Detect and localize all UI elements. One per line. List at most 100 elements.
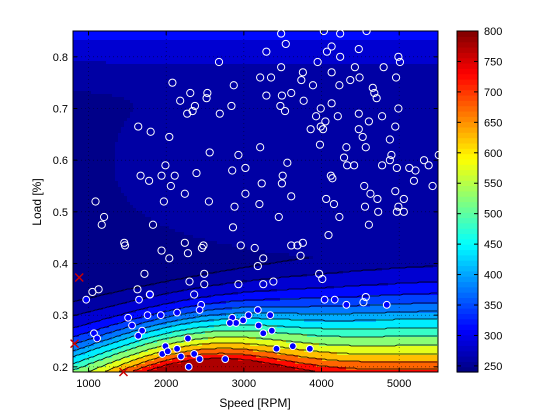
- contour-cell: [91, 160, 95, 164]
- contour-cell: [178, 76, 182, 80]
- contour-cell: [118, 190, 122, 194]
- contour-cell: [163, 157, 167, 161]
- contour-cell: [181, 193, 185, 197]
- contour-cell: [193, 205, 197, 209]
- contour-cell: [106, 37, 110, 41]
- contour-cell: [82, 313, 86, 317]
- contour-cell: [106, 64, 110, 68]
- contour-cell: [187, 142, 191, 146]
- contour-cell: [169, 307, 173, 311]
- contour-cell: [112, 163, 116, 167]
- contour-cell: [136, 199, 140, 203]
- contour-cell: [160, 223, 164, 227]
- contour-cell: [115, 34, 119, 38]
- contour-cell: [76, 103, 80, 107]
- contour-cell: [76, 364, 80, 368]
- contour-cell: [181, 217, 185, 221]
- contour-cell: [100, 136, 104, 140]
- contour-cell: [154, 184, 158, 188]
- contour-cell: [94, 163, 98, 167]
- contour-cell: [157, 331, 161, 335]
- contour-cell: [124, 271, 128, 275]
- contour-cell: [196, 103, 200, 107]
- contour-cell: [124, 64, 128, 68]
- contour-cell: [148, 37, 152, 41]
- contour-cell: [169, 367, 173, 371]
- contour-cell: [118, 316, 122, 320]
- contour-cell: [202, 292, 206, 296]
- contour-cell: [160, 49, 164, 53]
- contour-cell: [160, 292, 164, 296]
- contour-cell: [196, 259, 200, 263]
- contour-cell: [181, 331, 185, 335]
- contour-cell: [157, 106, 161, 110]
- contour-cell: [130, 187, 134, 191]
- contour-cell: [139, 148, 143, 152]
- contour-cell: [193, 34, 197, 38]
- contour-cell: [136, 208, 140, 212]
- contour-cell: [103, 130, 107, 134]
- contour-cell: [82, 148, 86, 152]
- contour-cell: [166, 280, 170, 284]
- contour-cell: [85, 40, 89, 44]
- contour-cell: [175, 289, 179, 293]
- contour-cell: [97, 121, 101, 125]
- contour-cell: [145, 118, 149, 122]
- contour-cell: [112, 142, 116, 146]
- contour-cell: [91, 322, 95, 326]
- contour-cell: [133, 79, 137, 83]
- contour-cell: [193, 118, 197, 122]
- contour-cell: [73, 358, 77, 362]
- contour-cell: [97, 181, 101, 185]
- contour-cell: [100, 154, 104, 158]
- contour-cell: [148, 220, 152, 224]
- contour-cell: [145, 211, 149, 215]
- contour-cell: [178, 202, 182, 206]
- contour-cell: [157, 160, 161, 164]
- contour-cell: [175, 172, 179, 176]
- contour-cell: [109, 268, 113, 272]
- contour-cell: [106, 115, 110, 119]
- contour-cell: [73, 49, 77, 53]
- contour-cell: [136, 340, 140, 344]
- contour-cell: [106, 67, 110, 71]
- contour-cell: [142, 280, 146, 284]
- contour-cell: [157, 178, 161, 182]
- contour-cell: [181, 52, 185, 56]
- contour-cell: [94, 298, 98, 302]
- contour-cell: [151, 151, 155, 155]
- contour-cell: [130, 262, 134, 266]
- contour-cell: [142, 109, 146, 113]
- contour-cell: [103, 250, 107, 254]
- contour-cell: [109, 370, 113, 372]
- contour-cell: [154, 367, 158, 371]
- contour-cell: [91, 214, 95, 218]
- contour-cell: [127, 76, 131, 80]
- contour-cell: [136, 85, 140, 89]
- contour-cell: [133, 343, 137, 347]
- contour-cell: [181, 208, 185, 212]
- contour-cell: [85, 115, 89, 119]
- contour-cell: [169, 235, 173, 239]
- contour-cell: [169, 265, 173, 269]
- contour-cell: [157, 142, 161, 146]
- contour-cell: [73, 169, 77, 173]
- contour-cell: [142, 265, 146, 269]
- contour-cell: [151, 130, 155, 134]
- contour-cell: [139, 154, 143, 158]
- contour-cell: [169, 52, 173, 56]
- contour-cell: [160, 166, 164, 170]
- contour-cell: [130, 340, 134, 344]
- contour-cell: [76, 301, 80, 305]
- contour-cell: [85, 172, 89, 176]
- contour-cell: [136, 292, 140, 296]
- contour-cell: [202, 133, 206, 137]
- contour-cell: [202, 61, 206, 65]
- contour-cell: [175, 166, 179, 170]
- contour-cell: [130, 121, 134, 125]
- contour-cell: [79, 142, 83, 146]
- contour-cell: [136, 115, 140, 119]
- contour-cell: [73, 226, 77, 230]
- contour-cell: [190, 46, 194, 50]
- contour-cell: [109, 124, 113, 128]
